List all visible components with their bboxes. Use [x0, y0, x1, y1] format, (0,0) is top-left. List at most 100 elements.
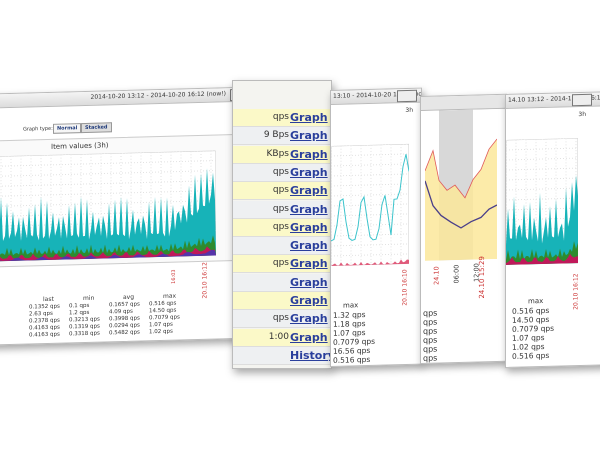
stats-value: 0.3213 qps: [69, 316, 100, 324]
graph-type-option: Stacked: [81, 122, 112, 134]
grid-line: [331, 253, 409, 257]
graph-area: [0, 249, 216, 262]
graph-area: [506, 175, 578, 265]
list-row: qps Graph: [233, 255, 331, 274]
item-value: KBps: [266, 148, 289, 159]
item-link[interactable]: History: [290, 348, 332, 362]
graph-line: [425, 138, 497, 199]
stats-value: qps: [423, 344, 438, 354]
list-row: 1:00 Graph: [233, 328, 331, 347]
item-link[interactable]: Graph: [290, 184, 328, 198]
time-label: 24.10 15:29: [478, 256, 487, 299]
grid-line: [331, 163, 409, 167]
graph-area: [0, 168, 216, 262]
stats-value: 1.07 qps: [149, 321, 173, 329]
stats-header: max: [163, 292, 177, 300]
graph-panel: 13:10 - 2014-10-20 16:10 (now!) 3h 20.10 1…: [330, 87, 422, 368]
item-value: qps: [272, 258, 289, 269]
list-row: qps Graph: [233, 109, 331, 127]
item-link[interactable]: Graph: [290, 202, 328, 216]
grid-line: [331, 243, 409, 247]
stats-value: 0.7079 qps: [149, 314, 180, 322]
grid-line: [506, 157, 578, 161]
graph-title: Item values (3h): [51, 141, 109, 151]
list-row: qps Graph: [233, 218, 331, 237]
item-link[interactable]: Graph: [290, 294, 328, 307]
stats-value: 0.4163 qps: [29, 324, 60, 332]
list-row: Graph: [233, 292, 331, 310]
stats-value: 0.516 qps: [149, 300, 177, 308]
time-label: 20.10 16:12: [572, 273, 580, 310]
grid-line: [506, 177, 578, 181]
grid-line: [331, 143, 409, 147]
item-link[interactable]: Graph: [290, 330, 328, 344]
time-label: 24.10: [432, 266, 441, 285]
graph-line: [331, 154, 409, 242]
list-row: Graph: [233, 237, 331, 256]
graph-area: [331, 259, 409, 266]
stats-value: qps: [423, 308, 438, 318]
stats-value: 0.3998 qps: [109, 315, 140, 323]
time-label: 16:03: [171, 269, 178, 284]
stats-value: 0.516 qps: [333, 354, 371, 365]
graph: [506, 138, 578, 265]
list-row: Graph: [233, 273, 331, 292]
stats-header: avg: [123, 293, 135, 301]
item-value: qps: [272, 166, 289, 177]
stats-value: 0.1319 qps: [69, 323, 100, 331]
stats-value: qps: [423, 317, 438, 327]
graph: [425, 108, 497, 261]
list-row: qps Graph: [233, 163, 331, 182]
stats-value: qps: [423, 353, 438, 363]
graph-area: [506, 241, 578, 265]
item-link[interactable]: Graph: [290, 165, 328, 179]
stats-value: 1.2 qps: [69, 309, 90, 317]
graph-type-label: Graph type:: [23, 125, 53, 133]
zoom: 3h: [578, 110, 586, 119]
item-link[interactable]: Graph: [290, 239, 328, 253]
graph-line: [425, 180, 497, 229]
stats-header: max: [343, 301, 359, 310]
item-link[interactable]: Graph: [290, 275, 328, 289]
graph: [0, 150, 216, 262]
list-row: qps Graph: [233, 182, 331, 201]
list-row: KBps Graph: [233, 145, 331, 164]
stats-value: 4.09 qps: [109, 308, 133, 316]
item-value: qps: [272, 221, 289, 232]
grid-line: [506, 138, 578, 141]
item-link[interactable]: Graph: [290, 220, 328, 234]
grid-line: [0, 150, 216, 158]
grid-line: [331, 173, 409, 177]
grid-line: [0, 210, 216, 218]
grid-line: [331, 213, 409, 217]
stats-header: last: [43, 295, 54, 304]
item-link[interactable]: Graph: [290, 147, 328, 161]
list-row: 9 Bps Graph: [233, 127, 331, 146]
grid-line: [0, 190, 216, 198]
graph-area: [425, 138, 497, 261]
stats-value: 0.1657 qps: [109, 301, 140, 309]
stats-value: 0.1352 qps: [29, 303, 60, 311]
time-label: 06:00: [452, 264, 461, 284]
time-label: 20.10 16:12: [201, 262, 209, 299]
zoom: 3h: [405, 106, 413, 115]
stats-value: qps: [423, 326, 438, 336]
time-label: 20.10 16:10: [401, 269, 409, 306]
item-link[interactable]: Graph: [290, 129, 328, 143]
grid-line: [0, 160, 216, 168]
stats-value: qps: [423, 335, 438, 345]
item-link[interactable]: Graph: [290, 257, 328, 271]
graph-type-option: Normal: [53, 123, 82, 134]
stats-value: 14.50 qps: [149, 307, 177, 315]
grid-line: [331, 183, 409, 187]
graph: [331, 143, 409, 266]
stats-value: 2.63 qps: [29, 310, 53, 318]
graph-panel: 14.10 13:12 - 2014-10-20 16:12 (now!)3h2…: [505, 91, 600, 368]
item-link[interactable]: Graph: [290, 312, 328, 326]
item-link[interactable]: Graph: [290, 111, 328, 124]
stats-header: min: [83, 294, 95, 303]
stats-value: 0.0294 qps: [109, 322, 140, 330]
item-value: qps: [272, 203, 289, 214]
grid-line: [331, 153, 409, 157]
